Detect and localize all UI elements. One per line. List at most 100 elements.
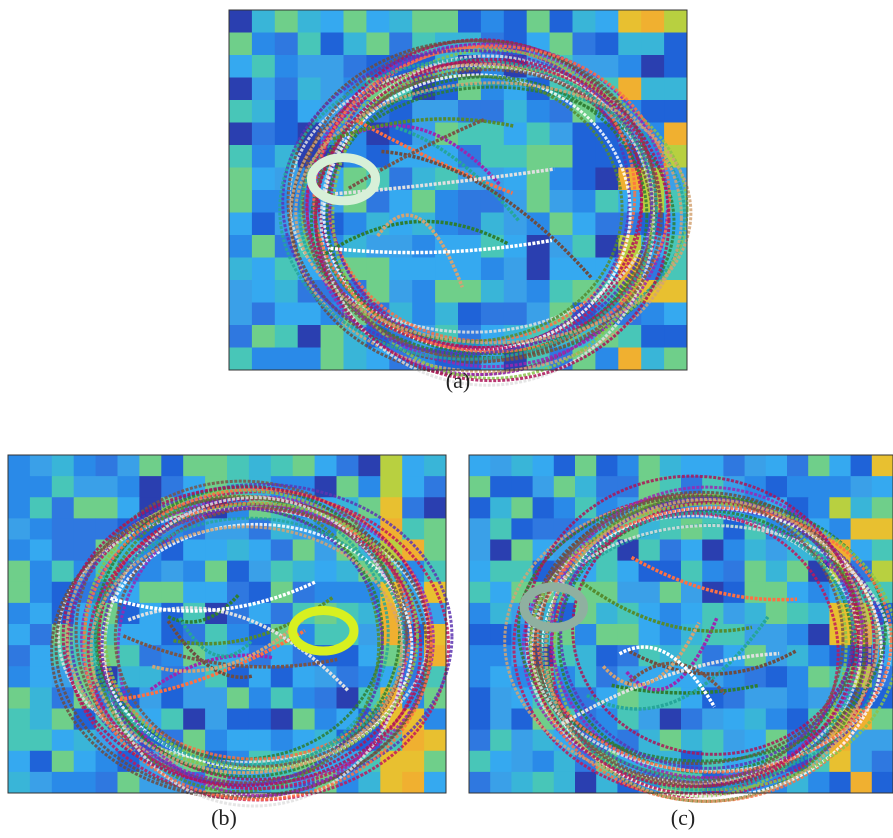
heatmap-cell [787,560,809,583]
heatmap-cell [8,539,31,562]
heatmap-cell [412,32,436,56]
trajectory [347,117,486,190]
heatmap-cell [638,539,661,562]
heatmap-cell [702,729,724,752]
heatmap-cell [503,302,528,326]
trajectory [628,648,798,676]
heatmap-cell [51,539,75,562]
panel-a [228,9,693,387]
heatmap-cell [274,167,299,191]
heatmap-cell [366,347,390,371]
trajectory [503,497,879,786]
heatmap-cell [617,581,640,604]
heatmap-cell [389,32,413,56]
heatmap-cell [229,212,253,236]
heatmap-cell [575,624,597,646]
heatmap-cell [161,560,184,583]
heatmap-cell [73,750,97,773]
heatmap-cell [503,257,528,281]
heatmap-cell [389,145,413,168]
heatmap-cell [526,280,551,303]
panel-b [7,454,454,808]
heatmap-cell [808,666,830,688]
heatmap-cell [29,497,53,519]
heatmap-cell [314,455,337,477]
heatmap-cell [73,518,97,540]
heatmap-cell [366,257,390,281]
heatmap-cell [572,122,596,146]
heatmap-cell [503,122,528,146]
heatmap-cell [596,476,618,498]
heatmap-cell [248,666,272,688]
heatmap-cell [553,750,576,773]
heatmap-cell [229,122,253,146]
trajectory [109,580,316,613]
heatmap-cell [702,455,724,477]
heatmap-cell [641,347,665,371]
heatmap-cell [8,560,31,583]
heatmap-cell [681,581,703,604]
heatmap-cell [251,257,276,281]
heatmap-cell [458,122,482,146]
heatmap-cell [183,539,206,562]
heatmap-cell [469,560,491,583]
trajectory [312,44,672,354]
heatmap-cell [251,167,276,191]
heatmap-cell [702,581,724,604]
trajectory [538,494,845,784]
trajectory [334,167,555,196]
heatmap-cell [229,10,253,33]
heatmap-cell [595,347,619,371]
heatmap-cell [702,708,724,731]
heatmap-cell [595,212,619,236]
heatmap-cell [270,708,294,731]
heatmap-cell [549,32,573,56]
heatmap-cell [380,455,403,477]
heatmap-cell [314,581,337,604]
heatmap-cell [270,687,294,709]
heatmap-cell [274,257,299,281]
heatmap-cell [511,771,534,794]
heatmap-cell [526,145,551,168]
heatmap-cell [871,750,893,773]
heatmap-cell [572,167,596,191]
trajectory [625,616,719,692]
heatmap-cell [723,518,746,540]
heatmap-cell [248,539,272,562]
heatmap-cell [549,167,573,191]
heatmap-cell [664,302,688,326]
heatmap-cell [595,55,619,78]
heatmap-cell [829,455,852,477]
heatmap-cell [270,539,294,562]
trajectory [178,616,253,658]
heatmap-cell [205,539,228,562]
heatmap-cell [161,687,184,709]
heatmap-cell [723,729,746,752]
heatmap-cell [229,55,253,78]
heatmap-cell [320,55,344,78]
heatmap-cell [251,122,276,146]
heatmap-cell [681,539,703,562]
heatmap-cell [511,750,534,773]
heatmap-cell [251,77,276,101]
heatmap-cell [251,325,276,348]
heatmap-cell [572,10,596,33]
heatmap-cell [251,55,276,78]
trajectory [89,525,404,775]
heatmap-cell [480,257,505,281]
heatmap-cell [51,708,75,731]
heatmap-cell [480,212,505,236]
heatmap-cell [596,624,618,646]
heatmap-cell [871,455,893,477]
trajectory [113,506,408,768]
heatmap-cell [575,771,597,794]
heatmap-cell [469,645,491,667]
heatmap-cell [366,10,390,33]
heatmap-cell [511,476,534,498]
heatmap-cell [871,708,893,731]
heatmap-cell [664,55,688,78]
heatmap-cell [787,581,809,604]
heatmap-cell [227,581,250,604]
heatmap-cell [270,666,294,688]
